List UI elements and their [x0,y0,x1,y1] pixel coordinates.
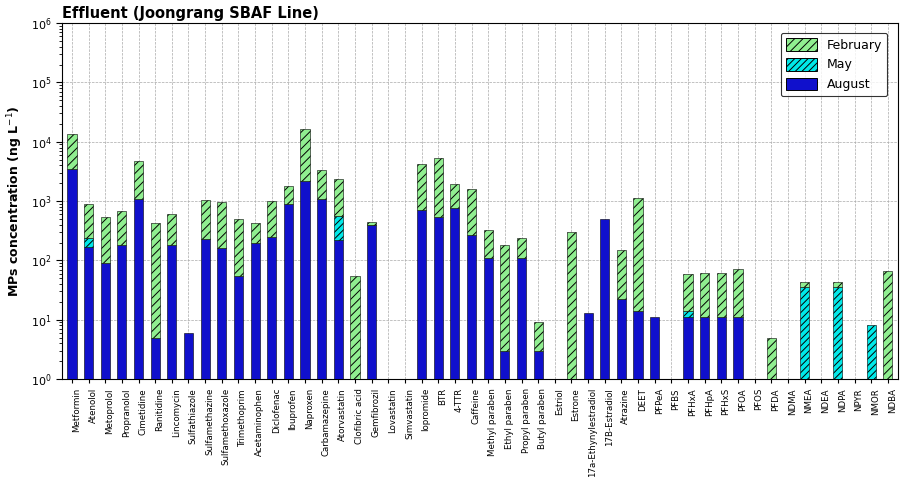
Bar [217,248,226,483]
Bar [582,313,592,483]
Bar [616,250,625,299]
Bar [300,181,310,483]
Bar [317,199,326,483]
Bar [117,245,126,483]
Bar [533,351,542,483]
Bar [600,219,609,483]
Legend: February, May, August: February, May, August [780,33,887,96]
Bar [67,134,77,169]
Bar [833,282,842,287]
Bar [200,200,209,239]
Bar [450,184,459,209]
Bar [117,211,126,245]
Bar [234,276,243,483]
Bar [833,287,842,483]
Bar [467,235,476,483]
Bar [284,186,293,204]
Bar [716,273,725,317]
Bar [350,276,359,483]
Bar [367,222,376,225]
Bar [67,169,77,483]
Bar [333,240,342,483]
Bar [100,263,109,483]
Bar [499,351,509,483]
Bar [533,323,542,351]
Bar [566,232,575,483]
Y-axis label: MPs concentration (ng L$^{-1}$): MPs concentration (ng L$^{-1}$) [5,105,25,297]
Bar [633,311,642,483]
Text: Effluent (Joongrang SBAF Line): Effluent (Joongrang SBAF Line) [62,6,319,21]
Bar [317,170,326,199]
Bar [616,299,625,483]
Bar [882,271,891,483]
Bar [267,237,276,483]
Bar [416,210,425,483]
Bar [333,179,342,215]
Bar [683,311,692,317]
Bar [134,161,143,199]
Bar [732,317,741,483]
Bar [200,239,209,483]
Bar [84,247,93,483]
Bar [683,274,692,311]
Bar [151,338,160,483]
Bar [799,282,808,287]
Bar [250,223,259,242]
Bar [167,214,176,245]
Bar [450,209,459,483]
Bar [183,333,193,483]
Bar [167,245,176,483]
Bar [517,258,526,483]
Bar [217,202,226,248]
Bar [483,229,492,258]
Bar [134,199,143,483]
Bar [433,158,442,217]
Bar [267,201,276,237]
Bar [416,164,425,210]
Bar [766,338,775,483]
Bar [649,317,658,483]
Bar [499,245,509,351]
Bar [367,225,376,483]
Bar [234,219,243,276]
Bar [84,238,93,247]
Bar [799,287,808,483]
Bar [483,258,492,483]
Bar [84,204,93,238]
Bar [732,269,741,317]
Bar [250,242,259,483]
Bar [284,204,293,483]
Bar [633,199,642,311]
Bar [151,223,160,338]
Bar [433,217,442,483]
Bar [100,217,109,263]
Bar [699,273,709,317]
Bar [300,129,310,181]
Bar [333,215,342,240]
Bar [866,326,875,483]
Bar [716,317,725,483]
Bar [699,317,709,483]
Bar [517,238,526,258]
Bar [683,317,692,483]
Bar [467,189,476,235]
